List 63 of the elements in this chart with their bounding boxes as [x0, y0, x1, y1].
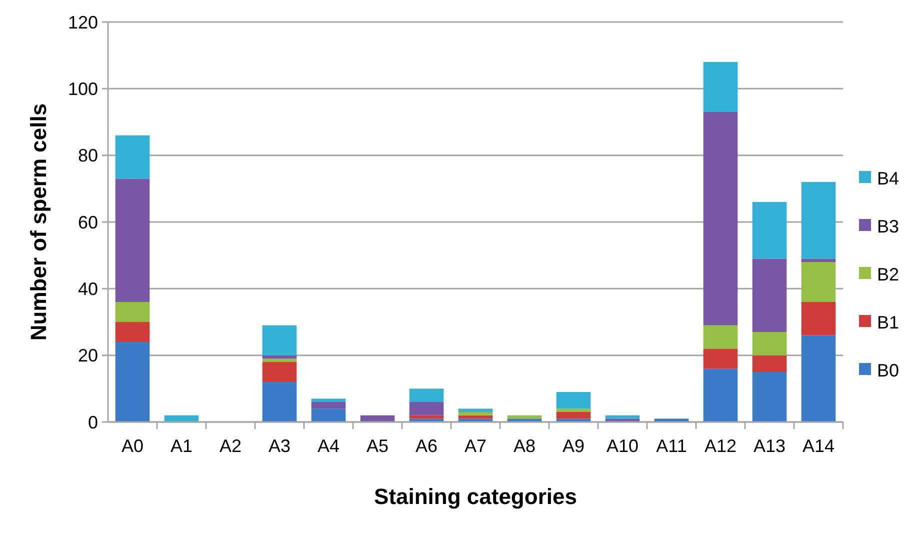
- y-axis-title: Number of sperm cells: [26, 103, 51, 341]
- y-tick-label: 0: [88, 412, 98, 432]
- y-tick-label: 120: [68, 12, 98, 32]
- bar: [311, 408, 346, 422]
- bar: [115, 178, 150, 302]
- bar: [801, 182, 836, 259]
- bar: [752, 355, 787, 372]
- x-tick-label: A4: [317, 436, 340, 456]
- bar: [262, 358, 297, 362]
- bar: [458, 408, 493, 412]
- y-tick-label: 40: [78, 278, 98, 299]
- x-tick-label: A0: [121, 436, 144, 456]
- bar: [311, 402, 346, 409]
- legend-label: B2: [877, 264, 900, 284]
- bar: [458, 412, 493, 416]
- y-tick-label: 80: [78, 146, 98, 166]
- x-tick-label: A9: [562, 436, 585, 456]
- bar: [703, 62, 738, 112]
- bar: [752, 332, 787, 356]
- bar: [703, 368, 738, 422]
- bar: [115, 135, 150, 179]
- bar: [703, 112, 738, 326]
- bar: [115, 322, 150, 342]
- y-tick-label: 100: [68, 78, 98, 99]
- bar: [262, 325, 297, 356]
- bar: [556, 412, 591, 419]
- x-tick-label: A1: [170, 436, 193, 456]
- x-tick-label: A11: [656, 436, 687, 456]
- bar: [409, 402, 444, 416]
- x-tick-label: A6: [415, 436, 438, 456]
- bar: [752, 372, 787, 422]
- bar: [115, 342, 150, 422]
- bar: [801, 302, 836, 336]
- x-tick-label: A14: [802, 436, 835, 456]
- bar: [556, 408, 591, 412]
- x-tick-label: A3: [268, 436, 291, 456]
- bar: [262, 382, 297, 422]
- bar: [801, 258, 836, 262]
- legend-label: B0: [877, 360, 900, 380]
- bar: [801, 335, 836, 422]
- y-tick-label: 20: [78, 346, 98, 366]
- x-axis-title: Staining categories: [374, 484, 577, 509]
- x-tick-label: A8: [513, 436, 536, 456]
- bar: [409, 388, 444, 402]
- bar: [801, 262, 836, 302]
- x-tick-label: A5: [366, 436, 389, 456]
- legend-label: B1: [877, 312, 900, 332]
- legend-label: B3: [877, 216, 900, 236]
- bar: [752, 202, 787, 259]
- x-tick-label: A10: [606, 436, 639, 456]
- x-tick-label: A12: [704, 436, 737, 456]
- y-tick-label: 60: [78, 212, 98, 232]
- x-tick-label: A7: [464, 436, 487, 456]
- bar: [556, 392, 591, 409]
- legend-label: B4: [877, 168, 900, 188]
- bar: [115, 302, 150, 322]
- bar: [311, 398, 346, 402]
- bar: [752, 258, 787, 332]
- bar: [703, 325, 738, 349]
- bar: [703, 348, 738, 369]
- bar: [262, 362, 297, 382]
- x-tick-label: A2: [219, 436, 242, 456]
- x-tick-label: A13: [753, 436, 786, 456]
